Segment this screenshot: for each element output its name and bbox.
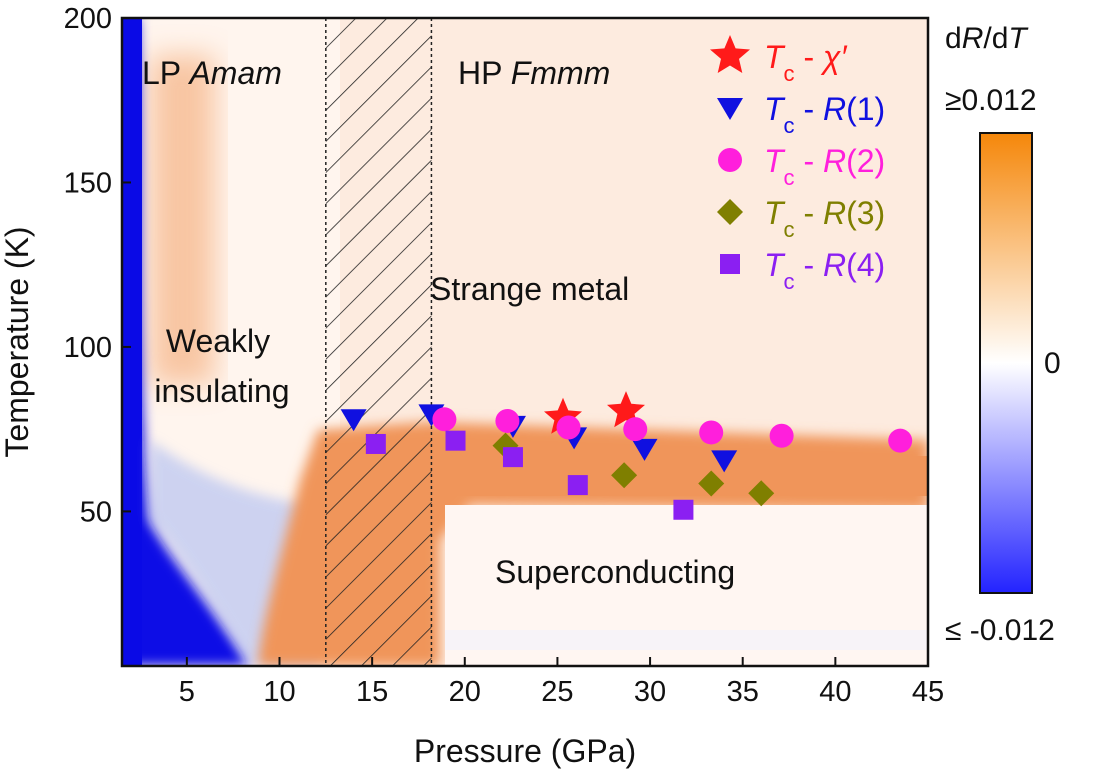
x-tick-label: 10 (263, 676, 295, 708)
data-point-diamond (748, 480, 775, 507)
x-axis-title: Pressure (GPa) (414, 733, 636, 769)
colorbar: dR/dT ≥0.012 0 ≤ -0.012 (945, 22, 1061, 647)
x-tick-label: 20 (449, 676, 481, 708)
data-point-circle (623, 417, 648, 442)
x-tick-label: 25 (541, 676, 573, 708)
data-point-circle (432, 407, 457, 432)
x-tick-label: 5 (179, 676, 195, 708)
legend-label: Tc - R(2) (764, 143, 885, 190)
legend-marker-triangle-down (717, 98, 743, 120)
data-point-circle (495, 408, 520, 433)
phase-labels: LP Amam HP Fmmm Weakly insulating Strang… (142, 55, 735, 590)
superconducting-label: Superconducting (495, 554, 735, 590)
legend-marker-square (720, 254, 740, 274)
colorbar-max-label: ≥0.012 (945, 84, 1037, 117)
plot-frame (120, 16, 930, 668)
y-tick-label: 50 (80, 496, 112, 528)
insulating-label: insulating (154, 373, 289, 409)
data-point-triangle-down (711, 450, 738, 473)
x-tick-label: 35 (727, 676, 759, 708)
legend-label: Tc - χ′ (764, 39, 847, 86)
data-point-square (365, 433, 386, 454)
y-axis-title: Temperature (K) (0, 226, 35, 457)
data-points (340, 391, 913, 520)
data-point-triangle-down (340, 409, 367, 432)
legend: Tc - χ′ Tc - R(1) Tc - R(2) Tc - R(3) Tc - R… (710, 35, 885, 294)
legend-marker-star (710, 35, 750, 73)
data-point-circle (699, 420, 724, 445)
weakly-label: Weakly (166, 323, 270, 359)
data-point-triangle-down (631, 438, 658, 461)
data-point-circle (556, 415, 581, 440)
colorbar-title: dR/dT (945, 22, 1029, 55)
data-point-circle (769, 423, 794, 448)
x-tick-label: 45 (912, 676, 944, 708)
colorbar-zero-label: 0 (1044, 347, 1061, 380)
x-tick-label: 40 (819, 676, 851, 708)
data-point-square (673, 499, 694, 520)
transition-hatch-region (325, 18, 433, 666)
y-axis-ticks: 50 100 150 200 (64, 3, 131, 528)
legend-label: Tc - R(3) (764, 195, 885, 242)
data-point-square (567, 475, 588, 496)
y-tick-label: 100 (64, 332, 112, 364)
data-point-square (502, 447, 523, 468)
colorbar-gradient (979, 132, 1033, 594)
legend-marker-diamond (717, 199, 743, 225)
strange-metal-label: Strange metal (430, 271, 629, 307)
y-tick-label: 150 (64, 167, 112, 199)
legend-label: Tc - R(4) (764, 247, 885, 294)
legend-marker-circle (718, 148, 742, 172)
hp-phase-label: HP Fmmm (458, 55, 610, 91)
y-tick-label: 200 (64, 3, 112, 35)
colorbar-min-label: ≤ -0.012 (945, 614, 1055, 647)
lp-phase-label: LP Amam (142, 55, 282, 91)
data-point-circle (888, 428, 913, 453)
data-point-square (445, 430, 466, 451)
x-axis-ticks: 5 10 15 20 25 30 35 40 45 (179, 657, 944, 708)
x-tick-label: 15 (356, 676, 388, 708)
x-tick-label: 30 (634, 676, 666, 708)
legend-label: Tc - R(1) (764, 91, 885, 138)
data-point-diamond (611, 462, 638, 489)
data-point-diamond (698, 470, 725, 497)
